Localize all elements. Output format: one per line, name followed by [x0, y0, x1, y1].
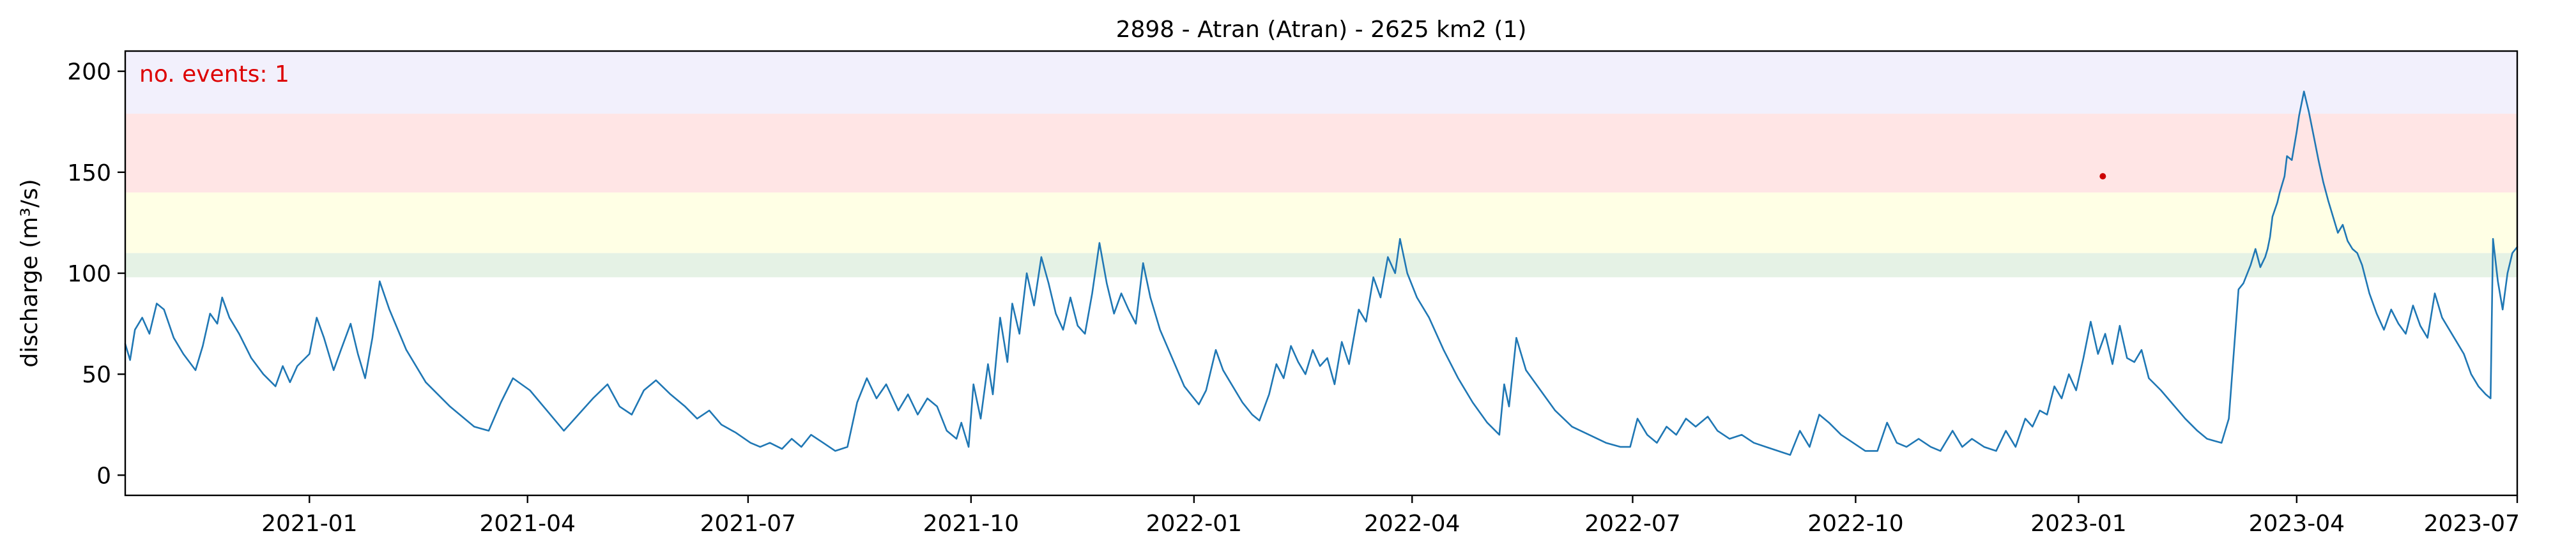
chart-title: 2898 - Atran (Atran) - 2625 km2 (1) [1116, 17, 1527, 43]
x-tick-label: 2021-07 [700, 511, 796, 537]
x-tick-label: 2021-10 [923, 511, 1019, 537]
events-annotation: no. events: 1 [139, 61, 289, 87]
y-tick-label: 0 [96, 463, 111, 489]
threshold-band-1 [125, 192, 2517, 253]
y-axis: 0 50 100 150 200 [67, 59, 125, 489]
events-layer [2099, 173, 2106, 180]
x-tick-label: 2023-04 [2249, 511, 2345, 537]
x-tick-label: 2021-04 [479, 511, 575, 537]
x-tick-label: 2023-07 [2424, 511, 2520, 537]
y-tick-label: 200 [67, 59, 111, 86]
x-tick-label: 2022-01 [1146, 511, 1242, 537]
discharge-series-line [124, 91, 2518, 456]
y-tick-label: 50 [82, 362, 111, 388]
series-layer [124, 91, 2518, 456]
x-axis: 2021-01 2021-04 2021-07 2021-10 2022-01 2022-… [261, 495, 2520, 537]
x-tick-label: 2022-04 [1364, 511, 1460, 537]
threshold-band-0 [125, 253, 2517, 278]
event-marker [2099, 173, 2106, 180]
threshold-band-2 [125, 114, 2517, 193]
y-tick-label: 100 [67, 261, 111, 287]
y-tick-label: 150 [67, 160, 111, 186]
x-tick-label: 2021-01 [261, 511, 357, 537]
x-tick-label: 2023-01 [2030, 511, 2126, 537]
threshold-band-3 [125, 51, 2517, 114]
y-axis-label: discharge (m³/s) [17, 179, 43, 367]
x-tick-label: 2022-07 [1584, 511, 1680, 537]
threshold-bands [125, 51, 2517, 278]
x-tick-label: 2022-10 [1807, 511, 1903, 537]
